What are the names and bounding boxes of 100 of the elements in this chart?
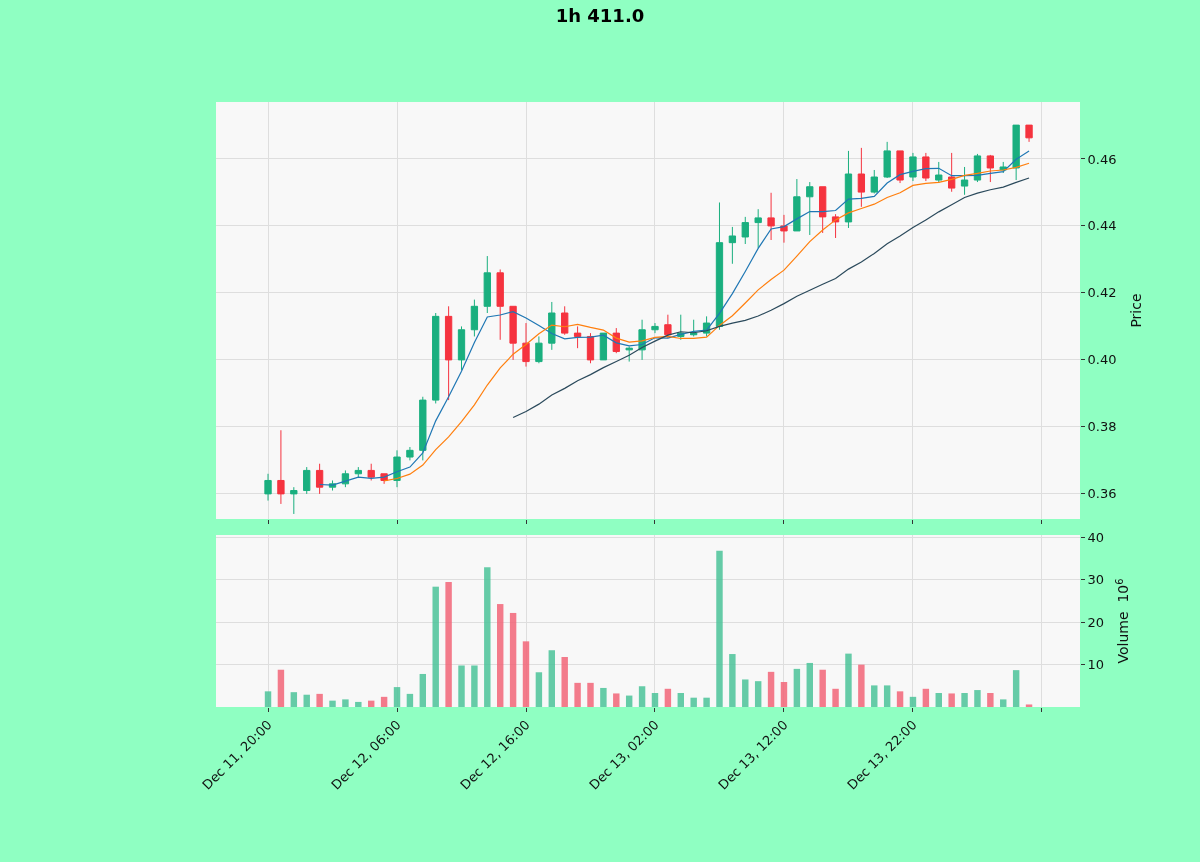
bar xyxy=(922,688,930,707)
candlestick xyxy=(986,154,995,183)
bar xyxy=(535,672,543,707)
bar xyxy=(548,650,556,707)
candlestick xyxy=(793,178,801,232)
candlestick xyxy=(948,152,956,193)
candlestick xyxy=(303,466,311,495)
candlestick xyxy=(264,473,272,502)
candlestick xyxy=(960,166,969,196)
bar xyxy=(974,690,981,707)
candlestick xyxy=(509,305,517,361)
candlestick xyxy=(690,319,698,337)
bar xyxy=(832,688,839,707)
bar xyxy=(845,653,852,707)
y-tick-label: 20 xyxy=(1087,614,1105,630)
candlestick xyxy=(535,335,543,364)
bar xyxy=(406,693,414,707)
bar xyxy=(522,641,530,707)
bar xyxy=(355,701,362,707)
candlestick xyxy=(780,214,788,244)
bar xyxy=(600,687,607,707)
candlestick xyxy=(767,192,775,241)
candlestick xyxy=(367,463,375,481)
bar xyxy=(935,693,942,707)
chart-title: 1h 411.0 xyxy=(555,5,645,27)
bar xyxy=(871,685,878,707)
bar xyxy=(445,582,452,707)
y-tick-label: 0.46 xyxy=(1087,151,1117,167)
candlestick xyxy=(728,226,737,265)
candlestick xyxy=(883,141,891,179)
bar xyxy=(471,665,478,707)
candlestick xyxy=(1025,124,1033,143)
candlestick xyxy=(870,169,878,194)
bar xyxy=(896,691,904,707)
bar xyxy=(664,688,672,707)
candlestick xyxy=(470,299,479,337)
bar xyxy=(703,697,710,707)
candlestick xyxy=(922,152,930,182)
candlestick xyxy=(909,152,917,182)
bar xyxy=(342,699,349,707)
bar xyxy=(819,669,826,707)
bar xyxy=(716,550,723,707)
bar xyxy=(677,693,685,707)
candlestick xyxy=(1012,124,1020,181)
bar xyxy=(858,664,865,707)
y-tick-label: 0.40 xyxy=(1087,352,1117,368)
y-tick-label: 0.36 xyxy=(1087,486,1117,502)
bar xyxy=(806,662,813,707)
candlestick xyxy=(935,161,943,184)
candlestick xyxy=(844,150,853,229)
candlestick xyxy=(586,332,595,364)
bar xyxy=(638,686,646,707)
candlestick xyxy=(857,147,866,208)
candlestick xyxy=(754,208,762,249)
bar xyxy=(754,681,762,707)
bar xyxy=(393,687,401,707)
candlestick xyxy=(496,268,504,341)
candlestick xyxy=(483,255,491,314)
candlestick xyxy=(561,305,569,336)
candlestick xyxy=(651,322,659,334)
candlestick xyxy=(277,429,285,505)
bar xyxy=(432,586,439,707)
y-axis-title: Price xyxy=(1127,293,1144,328)
bar xyxy=(561,657,568,707)
bar xyxy=(793,668,801,707)
candlestick xyxy=(599,332,608,361)
line-series xyxy=(512,177,1030,419)
bar xyxy=(690,697,697,707)
y-tick-label: 40 xyxy=(1087,530,1105,546)
bar xyxy=(651,693,659,707)
candlestick xyxy=(457,325,466,371)
bar xyxy=(767,671,775,707)
bar xyxy=(484,567,491,707)
candlestick xyxy=(573,325,582,349)
bar xyxy=(290,692,298,707)
bar xyxy=(948,693,955,707)
bar xyxy=(909,696,917,707)
bar xyxy=(883,685,891,707)
candlestick xyxy=(444,305,453,401)
bar xyxy=(419,673,427,707)
bar xyxy=(780,682,788,707)
candlestick xyxy=(419,396,427,461)
bar xyxy=(303,694,310,707)
y-tick-label: 10 xyxy=(1087,657,1105,673)
bar xyxy=(987,693,994,707)
bar xyxy=(380,696,388,707)
candlestick xyxy=(290,486,298,515)
bar xyxy=(329,700,336,707)
y-tick-label: 0.38 xyxy=(1087,419,1117,435)
bar xyxy=(264,691,272,707)
bar xyxy=(613,693,620,707)
candlestick xyxy=(315,463,324,495)
candlestick xyxy=(625,346,633,363)
bar xyxy=(1025,704,1033,707)
candlestick xyxy=(406,446,414,461)
bar xyxy=(509,612,517,707)
bar xyxy=(316,693,323,707)
bar xyxy=(458,665,465,707)
bar xyxy=(961,693,968,707)
bar xyxy=(277,669,285,707)
